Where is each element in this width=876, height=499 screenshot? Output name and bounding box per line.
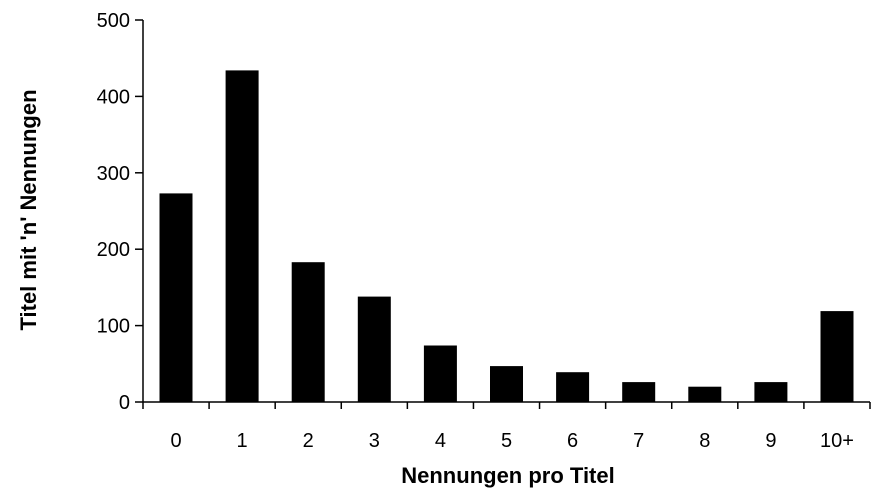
bar-8 <box>688 386 722 402</box>
bar-7 <box>622 382 656 402</box>
bar-1 <box>225 70 259 403</box>
labels-layer: 0 100 200 300 400 500 0 1 2 3 4 5 6 7 8 9 10+ <box>97 10 854 452</box>
bar-5 <box>490 366 523 402</box>
bar-0 <box>159 193 193 402</box>
bar-2 <box>291 262 325 402</box>
bars-layer <box>159 70 854 403</box>
y-tick-label-500: 500 <box>97 10 130 32</box>
bar-6 <box>556 372 590 402</box>
y-tick-label-100: 100 <box>97 316 130 338</box>
x-tick-label-10+: 10+ <box>820 430 854 452</box>
bar-10+ <box>820 311 854 402</box>
x-tick-label-2: 2 <box>303 430 314 452</box>
x-tick-label-9: 9 <box>765 430 776 452</box>
y-tick-label-0: 0 <box>119 392 130 414</box>
y-tick-label-200: 200 <box>97 239 130 261</box>
bar-4 <box>423 345 457 402</box>
x-tick-label-1: 1 <box>237 430 248 452</box>
x-axis-title: Nennungen pro Titel <box>401 463 614 488</box>
x-tick-label-0: 0 <box>170 430 181 452</box>
x-tick-label-3: 3 <box>369 430 380 452</box>
x-tick-label-7: 7 <box>633 430 644 452</box>
bar-9 <box>754 382 788 402</box>
axes-layer <box>135 19 871 409</box>
x-tick-label-4: 4 <box>435 430 446 452</box>
x-tick-label-8: 8 <box>699 430 710 452</box>
y-tick-label-300: 300 <box>97 163 130 185</box>
x-tick-label-5: 5 <box>501 430 512 452</box>
bar-3 <box>357 296 391 402</box>
y-axis-title: Titel mit 'n' Nennungen <box>16 89 41 330</box>
x-tick-label-6: 6 <box>567 430 578 452</box>
y-tick-label-400: 400 <box>97 86 130 108</box>
